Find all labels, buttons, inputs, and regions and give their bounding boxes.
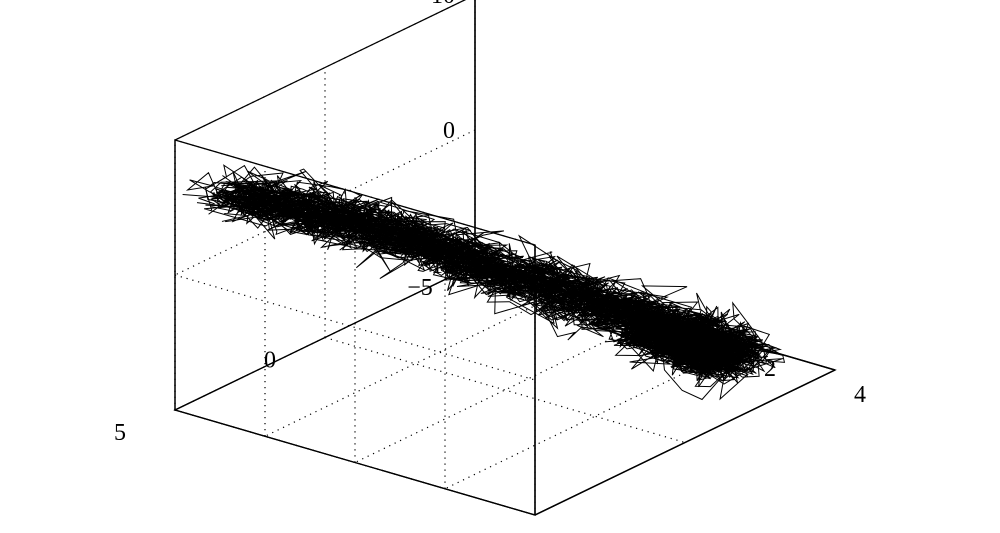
- svg-text:10: 10: [431, 0, 455, 9]
- 3d-trajectory-chart: −4−2024−505−10010: [0, 0, 1000, 533]
- svg-text:0: 0: [674, 330, 686, 356]
- svg-text:0: 0: [264, 348, 276, 374]
- svg-text:−4: −4: [487, 277, 513, 303]
- svg-text:2: 2: [764, 356, 776, 382]
- tick-labels: −4−2024−505−10010: [114, 0, 866, 446]
- svg-text:5: 5: [114, 420, 126, 446]
- svg-text:−2: −2: [577, 303, 603, 329]
- svg-text:−10: −10: [417, 253, 455, 279]
- svg-text:4: 4: [854, 382, 866, 408]
- svg-text:0: 0: [443, 118, 455, 144]
